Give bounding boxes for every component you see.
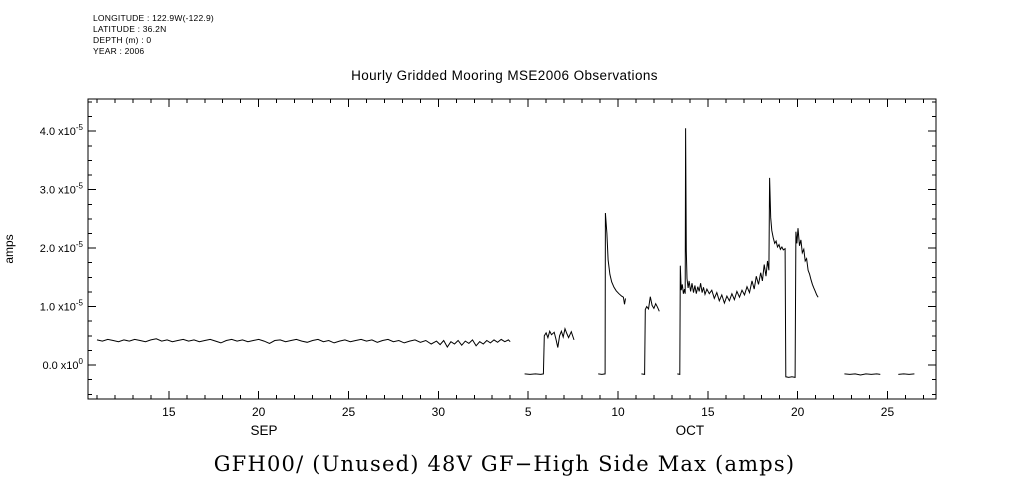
y-tick-label: 3.0 x10-5 — [40, 182, 84, 197]
meta-latitude: LATITUDE : 36.2N — [93, 24, 167, 34]
data-series-segment — [524, 327, 575, 375]
x-tick-label: 25 — [881, 405, 895, 419]
station-metadata: LONGITUDE : 122.9W(-122.9) LATITUDE : 36… — [93, 13, 214, 57]
meta-depth: DEPTH (m) : 0 — [93, 35, 152, 45]
x-tick-label: 5 — [525, 405, 532, 419]
plot-frame — [87, 98, 937, 400]
data-series-segment — [641, 296, 660, 375]
data-series-segment — [898, 373, 915, 375]
x-tick-label: 20 — [791, 405, 805, 419]
variable-title: GFH00/ (Unused) 48V GF−High Side Max (am… — [213, 452, 796, 476]
month-label: SEP — [251, 423, 278, 438]
plot-title: Hourly Gridded Mooring MSE2006 Observati… — [351, 68, 658, 83]
data-series-segment — [598, 212, 626, 375]
meta-longitude: LONGITUDE : 122.9W(-122.9) — [93, 13, 214, 23]
meta-year: YEAR : 2006 — [93, 46, 145, 56]
y-tick-label: 1.0 x10-5 — [40, 299, 84, 314]
x-tick-label: 15 — [701, 405, 715, 419]
x-tick-label: 15 — [162, 405, 176, 419]
y-tick-label: 0.0 x100 — [42, 357, 83, 372]
x-tick-label: 20 — [252, 405, 266, 419]
data-series-segment — [96, 338, 511, 348]
y-axis-title: amps — [2, 234, 16, 263]
x-tick-label: 10 — [611, 405, 625, 419]
x-tick-label: 30 — [432, 405, 446, 419]
y-tick-label: 4.0 x10-5 — [40, 123, 84, 138]
data-series-segment — [677, 128, 819, 379]
x-tick-label: 25 — [342, 405, 356, 419]
y-tick-label: 2.0 x10-5 — [40, 240, 84, 255]
month-label: OCT — [676, 423, 705, 438]
data-series-segment — [844, 373, 881, 376]
